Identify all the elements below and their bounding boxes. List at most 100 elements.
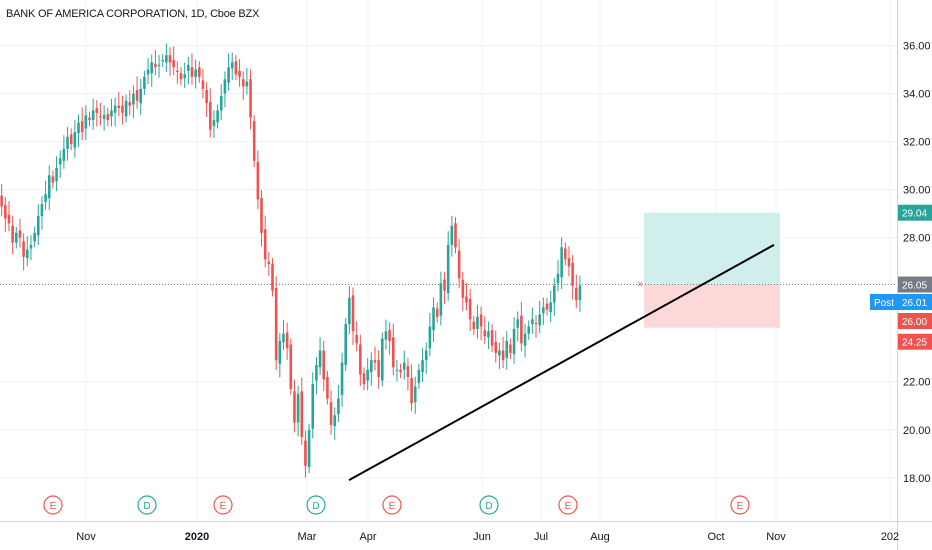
candle-up [73, 132, 77, 148]
candle-up [381, 338, 384, 381]
candle-up [333, 415, 337, 427]
stop-price-tag-bg [898, 333, 932, 350]
y-tick-label: 22.00 [903, 377, 931, 389]
candle-up [384, 331, 388, 340]
candle-up [531, 319, 534, 325]
candle-down [388, 330, 391, 341]
candle-up [91, 110, 95, 121]
candle-up [282, 333, 285, 343]
candle-up [62, 148, 66, 161]
y-tick-label: 18.00 [903, 473, 931, 485]
candle-up [315, 364, 318, 381]
candle-down [483, 330, 487, 337]
candle-up [102, 115, 106, 119]
candle-up [340, 362, 344, 395]
marker-label: E [220, 501, 227, 512]
candle-up [40, 204, 44, 217]
candle-up [55, 168, 58, 182]
candle-down [571, 262, 574, 286]
loss-zone[interactable] [644, 284, 780, 328]
candle-up [230, 62, 234, 69]
earnings-marker[interactable]: E [382, 495, 402, 515]
position-zones[interactable] [0, 212, 897, 328]
candle-up [450, 225, 454, 245]
marker-label: E [50, 501, 57, 512]
candle-down [461, 279, 465, 298]
marker-circle [43, 495, 63, 515]
candle-up [187, 64, 190, 71]
marker-circle [558, 495, 578, 515]
candle-down [179, 73, 183, 80]
candle-down [267, 261, 271, 265]
target-price-tag-text: 29.04 [902, 209, 927, 220]
candle-up [402, 362, 406, 370]
candle-down [241, 79, 245, 87]
candle-up [296, 393, 300, 423]
earnings-marker[interactable]: E [213, 495, 233, 515]
candle-up [487, 331, 490, 338]
marker-circle [382, 495, 402, 515]
candle-up [139, 88, 143, 104]
time-axis[interactable]: Nov 2020 Mar Apr Jun Jul Aug Oct Nov 202 [76, 531, 899, 543]
candle-up [516, 319, 520, 328]
x-tick-label: Mar [298, 531, 317, 543]
candle-down [106, 114, 110, 121]
post-name-tag-bg [870, 294, 898, 310]
candle-up [549, 302, 552, 313]
candle-up [395, 369, 399, 371]
candle-up [538, 314, 541, 326]
x-tick-label: Jun [473, 531, 491, 543]
entry-marker-icon[interactable]: × [637, 280, 643, 291]
candle-up [278, 340, 282, 364]
earnings-marker[interactable]: E [730, 495, 750, 515]
marker-label: E [389, 501, 396, 512]
candle-down [410, 378, 413, 404]
candle-down [490, 330, 494, 346]
candle-down [190, 67, 194, 77]
candle-down [201, 80, 205, 89]
dividend-marker[interactable]: D [479, 495, 499, 515]
price-axis[interactable]: 36.00 34.00 32.00 30.00 28.00 22.00 20.00 18.00 [903, 41, 931, 485]
candle-down [256, 162, 260, 200]
candle-up [216, 110, 219, 123]
candle-down [359, 344, 362, 375]
candle-up [110, 110, 113, 117]
candle-up [212, 120, 216, 127]
candle-down [95, 108, 99, 113]
candle-up [439, 283, 443, 316]
candle-up [421, 360, 424, 373]
candle-down [362, 373, 366, 385]
candle-up [527, 326, 530, 334]
dividend-marker[interactable]: D [137, 495, 157, 515]
candle-down [271, 264, 274, 291]
candle-down [88, 117, 91, 121]
candle-up [542, 307, 545, 314]
candle-down [234, 61, 238, 75]
candle-down [494, 342, 498, 353]
trendline-layer[interactable]: × [348, 244, 775, 482]
candle-up [512, 328, 516, 355]
dividend-marker[interactable]: D [306, 495, 326, 515]
marker-circle [730, 495, 750, 515]
candle-up [150, 62, 154, 74]
trendline[interactable] [348, 244, 775, 482]
entry-price-tag: 26.05 [898, 276, 932, 293]
earnings-marker[interactable]: E [43, 495, 63, 515]
candle-up [476, 316, 479, 329]
candle-up [227, 67, 230, 83]
candle-up [219, 96, 223, 111]
candle-up [29, 244, 33, 249]
candle-down [135, 90, 139, 101]
earnings-marker[interactable]: E [558, 495, 578, 515]
candle-down [238, 70, 241, 77]
marker-circle [213, 495, 233, 515]
candle-down [509, 344, 512, 353]
price-tags: 29.04 26.05 Post 26.01 26.00 24.25 [870, 204, 932, 350]
last-price-tag-text: 26.00 [902, 317, 927, 328]
candle-up [33, 232, 36, 242]
candle-down [293, 391, 296, 423]
candle-up [36, 216, 40, 236]
profit-zone[interactable] [644, 212, 780, 285]
